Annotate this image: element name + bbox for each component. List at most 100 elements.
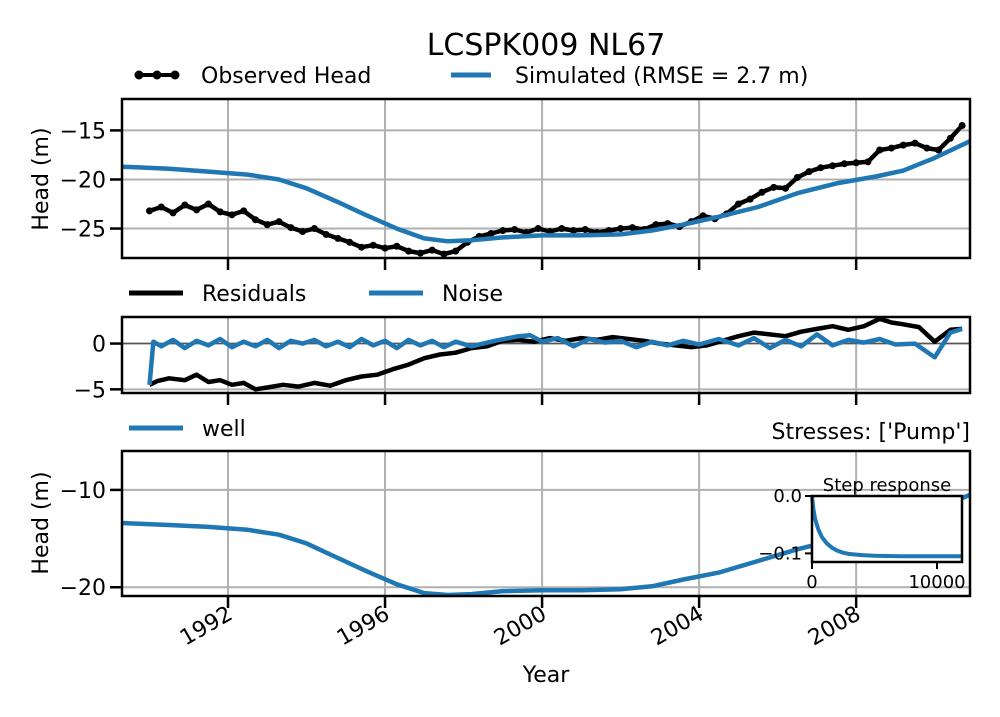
observed-head-point <box>299 228 307 235</box>
contribution-y-tick-label: −20 <box>60 576 106 601</box>
observed-head-point <box>381 244 389 252</box>
residuals-y-tick-label: 0 <box>92 333 106 358</box>
inset-background <box>812 496 962 562</box>
residuals-y-tick-label: −5 <box>74 378 106 403</box>
inset-title: Step response <box>823 475 951 496</box>
observed-head-point <box>840 160 848 168</box>
head-y-tick-label: −15 <box>60 119 106 144</box>
observed-head-point <box>169 209 177 217</box>
observed-head-point <box>946 134 954 142</box>
observed-head-point <box>157 203 165 211</box>
observed-head-point <box>511 226 519 234</box>
observed-head-point <box>746 195 754 203</box>
observed-head-point <box>181 201 189 209</box>
observed-head-point <box>558 225 566 233</box>
residuals-axes: 0 −5 <box>74 315 972 405</box>
observed-head-point <box>193 206 201 214</box>
well-legend-label: well <box>202 417 246 442</box>
observed-head-point <box>452 247 460 255</box>
observed-legend-marker <box>170 70 180 80</box>
inset-series <box>810 495 962 559</box>
contribution-legend: well <box>129 417 246 442</box>
inset-axes: 0.0 −0.10 10000 <box>758 486 965 593</box>
contribution-grid <box>122 451 970 596</box>
head-axes: −15 −20 −25 <box>60 97 972 270</box>
observed-head-point <box>334 234 342 242</box>
inset-y-tick-label: −0.1 <box>758 543 802 564</box>
observed-head-point <box>275 218 283 226</box>
observed-legend-marker <box>134 70 144 80</box>
observed-head-point <box>369 241 377 249</box>
stresses-title: Stresses: ['Pump'] <box>772 420 971 445</box>
observed-head-point <box>499 227 507 235</box>
observed-head-point <box>805 168 813 176</box>
inset-x-tick-label: 0 <box>806 572 817 593</box>
observed-head-point <box>699 212 707 220</box>
figure-title: LCSPK009 NL67 <box>427 28 666 63</box>
observed-head-point <box>534 225 542 233</box>
observed-head-point <box>605 227 613 235</box>
observed-head-point <box>204 200 212 208</box>
residuals-line <box>148 316 963 392</box>
observed-head-point <box>416 249 424 257</box>
observed-head-point <box>887 144 895 152</box>
observed-head-point <box>899 141 907 149</box>
contribution-frame <box>120 449 972 598</box>
contribution-y-tick-label: −10 <box>60 479 106 504</box>
observed-head-point <box>440 250 448 258</box>
simulated-legend-label: Simulated (RMSE = 2.7 m) <box>515 64 808 89</box>
observed-head-point <box>263 221 271 229</box>
x-tick-label: 1996 <box>333 602 394 652</box>
observed-head-line <box>148 123 964 257</box>
observed-head-point <box>817 164 825 172</box>
observed-head-point <box>405 247 413 255</box>
contribution-y-axis-label: Head (m) <box>29 471 54 574</box>
observed-head-point <box>793 174 801 182</box>
observed-head-point <box>393 242 401 250</box>
noise-legend-label: Noise <box>442 282 503 307</box>
observed-legend-label: Observed Head <box>201 64 371 89</box>
residuals-frame <box>120 315 972 395</box>
step-response-inset: 0.0 −0.10 10000 Step response <box>758 475 965 593</box>
observed-head-point <box>228 211 236 219</box>
observed-head-point <box>287 224 295 232</box>
inset-x-tick-label: 10000 <box>908 572 965 593</box>
observed-legend-marker <box>152 70 162 80</box>
observed-head-point <box>628 224 636 232</box>
observed-head-point <box>958 122 966 129</box>
simulated-head-line <box>121 139 971 244</box>
observed-head-point <box>734 200 742 208</box>
observed-head-point <box>251 216 259 224</box>
head-y-axis-label: Head (m) <box>29 127 54 230</box>
observed-head-point <box>240 207 248 215</box>
observed-head-point <box>322 230 330 238</box>
x-axis-label: Year <box>522 663 571 688</box>
observed-head-point <box>781 184 789 192</box>
observed-head-point <box>852 159 860 167</box>
observed-head-point <box>876 146 884 154</box>
observed-head-point <box>310 225 318 233</box>
x-tick-label: 2004 <box>647 602 708 652</box>
observed-head-point <box>829 162 837 170</box>
residuals-legend-label: Residuals <box>202 282 306 307</box>
observed-head-point <box>581 226 589 234</box>
step-response-line <box>810 495 962 559</box>
observed-head-point <box>569 227 577 235</box>
head-y-tick-label: −25 <box>60 218 106 243</box>
inset-y-tick-label: 0.0 <box>773 486 802 507</box>
observed-head-point <box>770 183 778 191</box>
residuals-series <box>147 316 963 392</box>
observed-head-point <box>758 188 766 196</box>
x-tick-label: 2000 <box>490 602 551 652</box>
x-tick-label: 1992 <box>176 602 237 652</box>
observed-head-point <box>617 225 625 233</box>
observed-head-point <box>357 243 365 251</box>
observed-head-point <box>864 158 872 166</box>
residuals-legend: Residuals Noise <box>129 282 503 307</box>
x-tick-label: 2008 <box>804 602 865 652</box>
observed-head-point <box>487 229 495 237</box>
observed-head-point <box>935 146 943 154</box>
observed-head-point <box>145 207 153 215</box>
inset-frame <box>810 494 964 564</box>
